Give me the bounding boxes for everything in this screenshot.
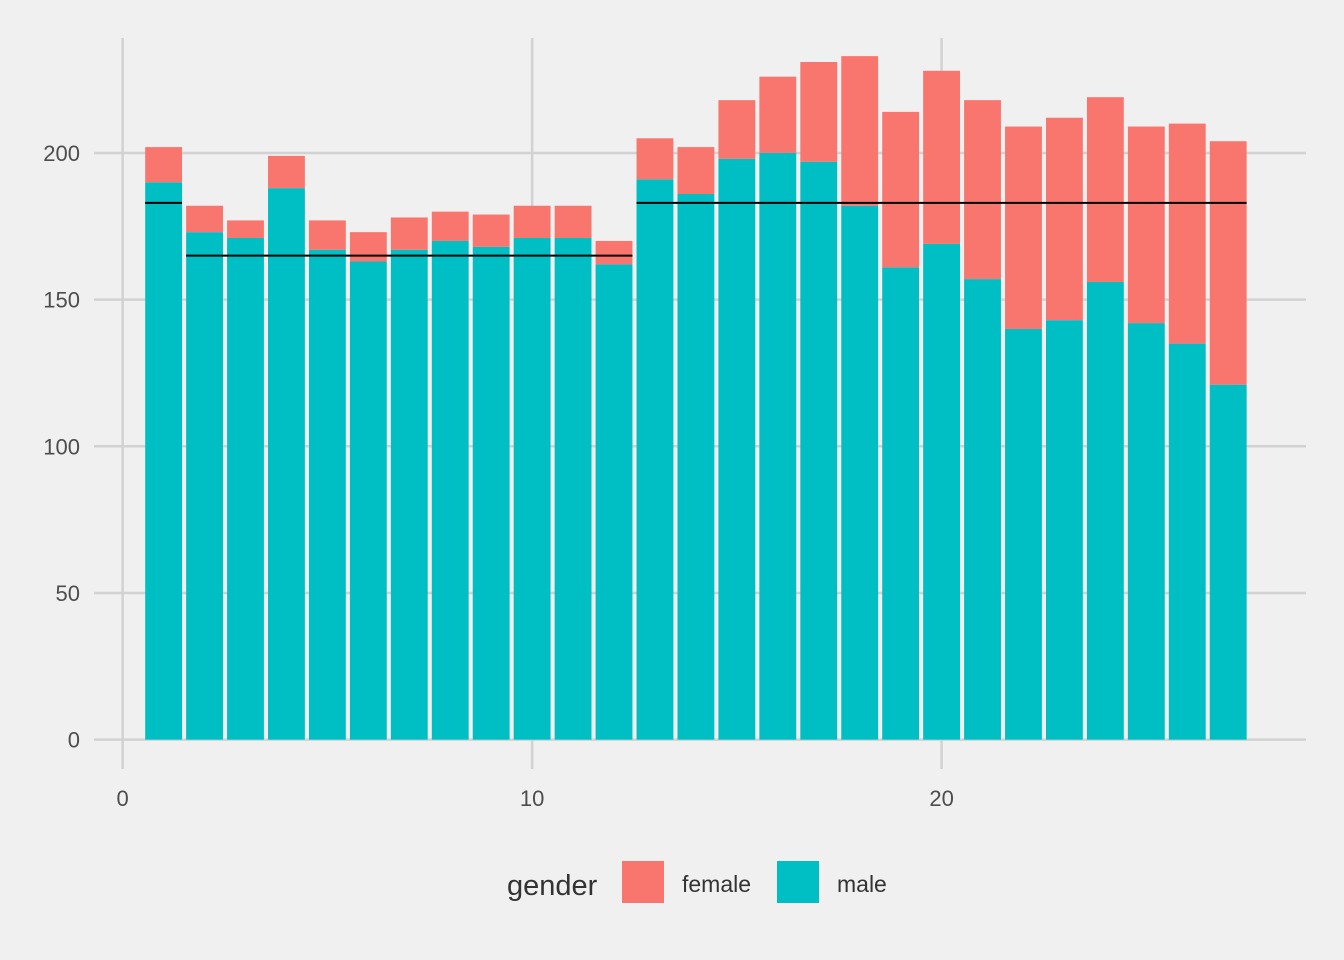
- bar-male: [841, 205, 879, 740]
- legend-label-male: male: [837, 871, 887, 897]
- bar-female: [841, 56, 879, 206]
- bar-male: [882, 267, 920, 740]
- bar-male: [636, 179, 674, 740]
- bar-female: [268, 155, 305, 189]
- bar-male: [759, 152, 797, 740]
- y-tick-label: 100: [43, 434, 80, 459]
- bar-female: [718, 100, 756, 159]
- bar-male: [554, 238, 592, 740]
- bar-male: [964, 279, 1001, 740]
- bar-female: [677, 147, 715, 195]
- bar-female: [759, 76, 797, 153]
- bar-female: [1168, 123, 1206, 344]
- bar-male: [1168, 343, 1206, 740]
- y-tick-label: 0: [68, 728, 80, 753]
- reference-lines: [145, 201, 1247, 257]
- bar-female: [1005, 126, 1042, 329]
- bar-male: [186, 232, 223, 740]
- legend-label-female: female: [682, 871, 751, 897]
- y-tick-label: 150: [43, 288, 80, 313]
- bar-male: [595, 264, 633, 740]
- bar-female: [308, 220, 346, 250]
- bar-male: [145, 182, 183, 740]
- bar-female: [636, 138, 674, 180]
- bar-male: [349, 261, 387, 740]
- bar-female: [431, 211, 469, 241]
- bar-female: [390, 217, 428, 250]
- bar-female: [1209, 141, 1247, 385]
- bar-male: [1127, 323, 1165, 740]
- bar-female: [1086, 97, 1124, 283]
- y-tick-label: 50: [56, 581, 80, 606]
- bar-female: [349, 232, 387, 262]
- bar-female: [145, 147, 183, 183]
- x-tick-label: 10: [520, 786, 544, 811]
- bar-male: [431, 240, 469, 740]
- bar-female: [1045, 117, 1083, 321]
- bar-male: [677, 194, 715, 740]
- legend: gender female male: [507, 861, 887, 903]
- bar-female: [595, 240, 633, 265]
- bar-female: [1127, 126, 1165, 324]
- bar-male: [1209, 384, 1247, 740]
- bar-male: [1005, 328, 1042, 740]
- y-tick-label: 200: [43, 141, 80, 166]
- bar-male: [472, 246, 510, 740]
- legend-swatch-female: [622, 861, 664, 903]
- bar-male: [718, 158, 756, 740]
- bar-female: [513, 205, 551, 239]
- legend-title: gender: [507, 870, 598, 902]
- tick-labels: 0 50 100 150 200 0 10 20: [43, 141, 954, 811]
- bar-male: [308, 249, 346, 740]
- bar-male: [923, 243, 961, 740]
- x-tick-label: 0: [117, 786, 129, 811]
- bar-female: [923, 70, 961, 244]
- bar-male: [513, 238, 551, 740]
- bar-female: [800, 62, 838, 162]
- bar-female: [554, 205, 592, 239]
- bar-female: [186, 205, 223, 233]
- bar-female: [472, 214, 510, 247]
- bar-male: [390, 249, 428, 740]
- bar-male: [800, 161, 838, 740]
- legend-swatch-male: [777, 861, 819, 903]
- bars: [145, 56, 1247, 740]
- bar-female: [227, 220, 264, 239]
- bar-male: [268, 188, 305, 740]
- bar-male: [227, 238, 264, 740]
- bar-male: [1045, 320, 1083, 740]
- bar-female: [964, 100, 1001, 280]
- bar-male: [1086, 282, 1124, 740]
- x-tick-label: 20: [929, 786, 953, 811]
- bar-female: [882, 111, 920, 268]
